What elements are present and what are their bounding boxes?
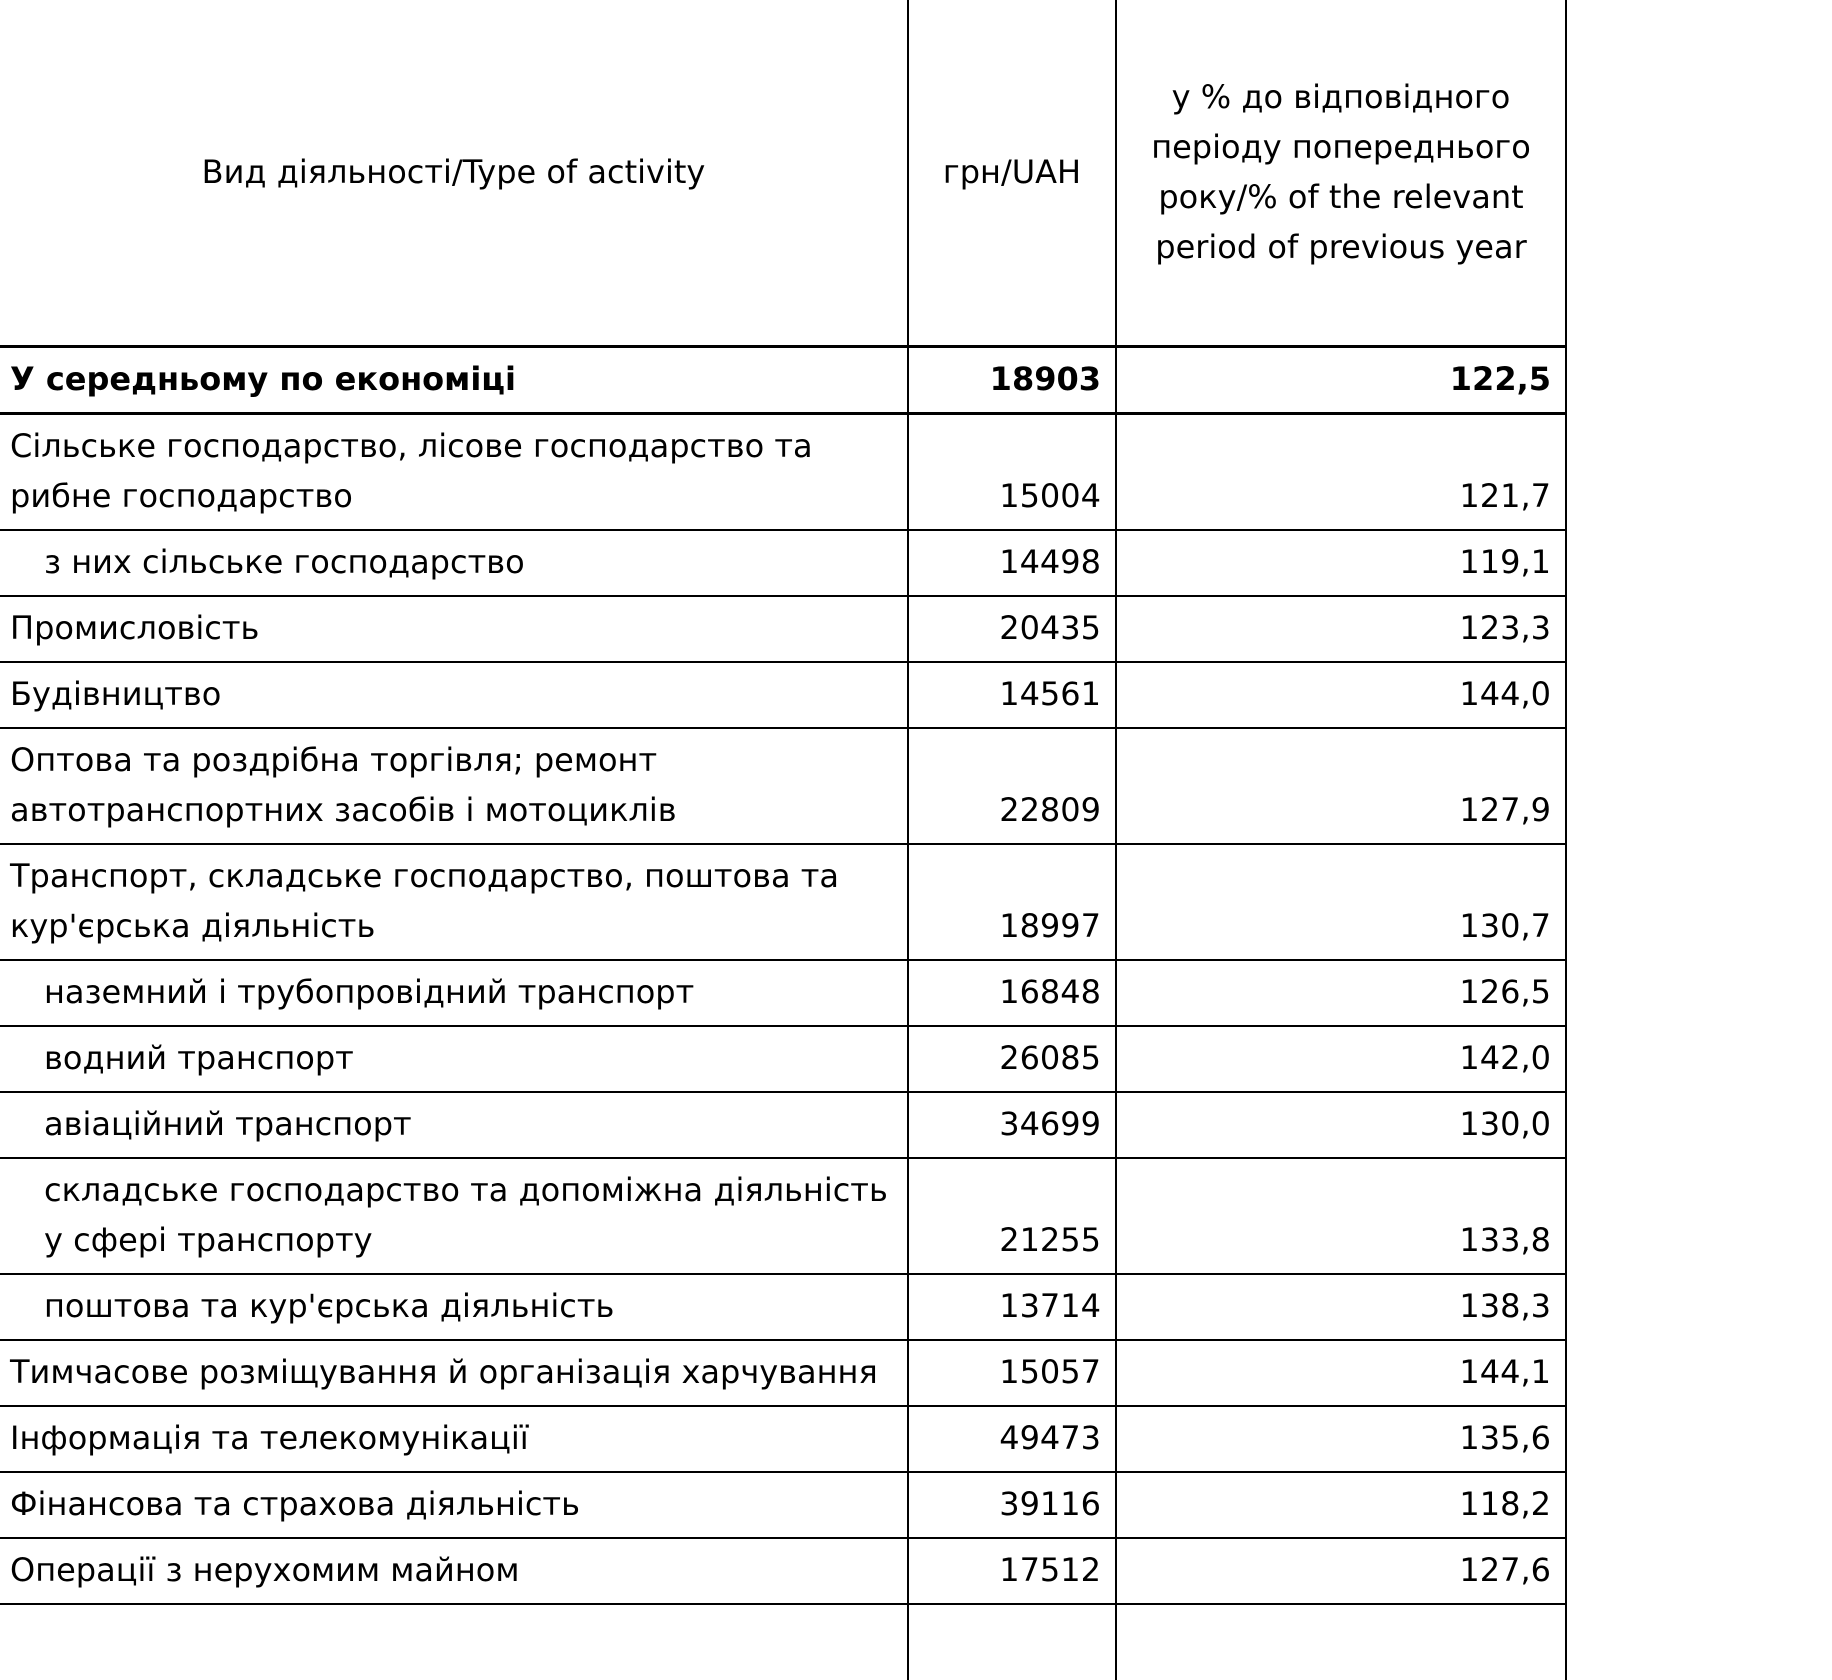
table-body: У середньому по економіці 18903 122,5 Сільс… xyxy=(0,346,1567,1605)
percent-value-cell: 122,5 xyxy=(1116,346,1567,415)
table-header: Вид діяльності/Type of activity грн/UAH … xyxy=(0,0,1567,348)
header-activity: Вид діяльності/Type of activity xyxy=(0,0,909,348)
uah-value-cell: 26085 xyxy=(908,1025,1117,1093)
percent-value-cell: 138,3 xyxy=(1116,1273,1567,1341)
percent-value-cell: 142,0 xyxy=(1116,1025,1567,1093)
uah-value-cell: 13714 xyxy=(908,1273,1117,1341)
table-row: авіаційний транспорт 34699 130,0 xyxy=(0,1091,1567,1159)
uah-value-cell: 18997 xyxy=(908,843,1117,961)
uah-value-cell: 14561 xyxy=(908,661,1117,729)
uah-value-cell: 39116 xyxy=(908,1471,1117,1539)
activity-cell: Сільське господарство, лісове господарст… xyxy=(0,413,909,531)
activity-cell xyxy=(0,1603,909,1680)
table-row: Операції з нерухомим майном 17512 127,6 xyxy=(0,1537,1567,1605)
activity-cell: водний транспорт xyxy=(0,1025,909,1093)
percent-value-cell: 126,5 xyxy=(1116,959,1567,1027)
header-row: Вид діяльності/Type of activity грн/UAH … xyxy=(0,0,1567,348)
activity-cell: з них сільське господарство xyxy=(0,529,909,597)
table-row: Транспорт, складське господарство, пошто… xyxy=(0,843,1567,961)
percent-value-cell: 130,7 xyxy=(1116,843,1567,961)
activity-cell: У середньому по економіці xyxy=(0,346,909,415)
table-body-partial xyxy=(0,1603,1567,1680)
uah-value-cell: 14498 xyxy=(908,529,1117,597)
activity-cell: Тимчасове розміщування й організація хар… xyxy=(0,1339,909,1407)
table-row: Сільське господарство, лісове господарст… xyxy=(0,413,1567,531)
table-row: водний транспорт 26085 142,0 xyxy=(0,1025,1567,1093)
percent-value-cell: 135,6 xyxy=(1116,1405,1567,1473)
percent-value-cell: 144,1 xyxy=(1116,1339,1567,1407)
uah-value-cell: 18903 xyxy=(908,346,1117,415)
table-row: Фінансова та страхова діяльність 39116 118… xyxy=(0,1471,1567,1539)
uah-value-cell xyxy=(908,1603,1117,1680)
percent-value-cell: 133,8 xyxy=(1116,1157,1567,1275)
activity-cell: Промисловість xyxy=(0,595,909,663)
activity-cell: наземний і трубопровідний транспорт xyxy=(0,959,909,1027)
table-row: з них сільське господарство 14498 119,1 xyxy=(0,529,1567,597)
table-row: Оптова та роздрібна торгівля; ремонт авт… xyxy=(0,727,1567,845)
activity-cell: складське господарство та допоміжна діял… xyxy=(0,1157,909,1275)
activity-cell: Будівництво xyxy=(0,661,909,729)
percent-value-cell: 127,6 xyxy=(1116,1537,1567,1605)
activity-cell: Операції з нерухомим майном xyxy=(0,1537,909,1605)
table-row-partial xyxy=(0,1603,1567,1680)
table-row: Тимчасове розміщування й організація хар… xyxy=(0,1339,1567,1407)
percent-value-cell: 123,3 xyxy=(1116,595,1567,663)
percent-value-cell: 127,9 xyxy=(1116,727,1567,845)
uah-value-cell: 34699 xyxy=(908,1091,1117,1159)
uah-value-cell: 17512 xyxy=(908,1537,1117,1605)
header-percent: у % до відповідного періоду попереднього… xyxy=(1116,0,1567,348)
table-row: поштова та кур'єрська діяльність 13714 138… xyxy=(0,1273,1567,1341)
activity-cell: авіаційний транспорт xyxy=(0,1091,909,1159)
table-row: Промисловість 20435 123,3 xyxy=(0,595,1567,663)
uah-value-cell: 21255 xyxy=(908,1157,1117,1275)
activity-cell: Фінансова та страхова діяльність xyxy=(0,1471,909,1539)
uah-value-cell: 16848 xyxy=(908,959,1117,1027)
activity-cell: поштова та кур'єрська діяльність xyxy=(0,1273,909,1341)
activity-cell: Оптова та роздрібна торгівля; ремонт авт… xyxy=(0,727,909,845)
uah-value-cell: 15057 xyxy=(908,1339,1117,1407)
percent-value-cell xyxy=(1116,1603,1567,1680)
percent-value-cell: 130,0 xyxy=(1116,1091,1567,1159)
uah-value-cell: 15004 xyxy=(908,413,1117,531)
wages-by-activity-table: Вид діяльності/Type of activity грн/UAH … xyxy=(0,0,1567,1680)
uah-value-cell: 22809 xyxy=(908,727,1117,845)
table-row: складське господарство та допоміжна діял… xyxy=(0,1157,1567,1275)
activity-cell: Транспорт, складське господарство, пошто… xyxy=(0,843,909,961)
header-uah: грн/UAH xyxy=(908,0,1117,348)
percent-value-cell: 121,7 xyxy=(1116,413,1567,531)
percent-value-cell: 119,1 xyxy=(1116,529,1567,597)
activity-cell: Інформація та телекомунікації xyxy=(0,1405,909,1473)
percent-value-cell: 118,2 xyxy=(1116,1471,1567,1539)
table-row: Будівництво 14561 144,0 xyxy=(0,661,1567,729)
table-row: Інформація та телекомунікації 49473 135,6 xyxy=(0,1405,1567,1473)
table-row: наземний і трубопровідний транспорт 16848… xyxy=(0,959,1567,1027)
uah-value-cell: 20435 xyxy=(908,595,1117,663)
percent-value-cell: 144,0 xyxy=(1116,661,1567,729)
table-row: У середньому по економіці 18903 122,5 xyxy=(0,346,1567,415)
uah-value-cell: 49473 xyxy=(908,1405,1117,1473)
